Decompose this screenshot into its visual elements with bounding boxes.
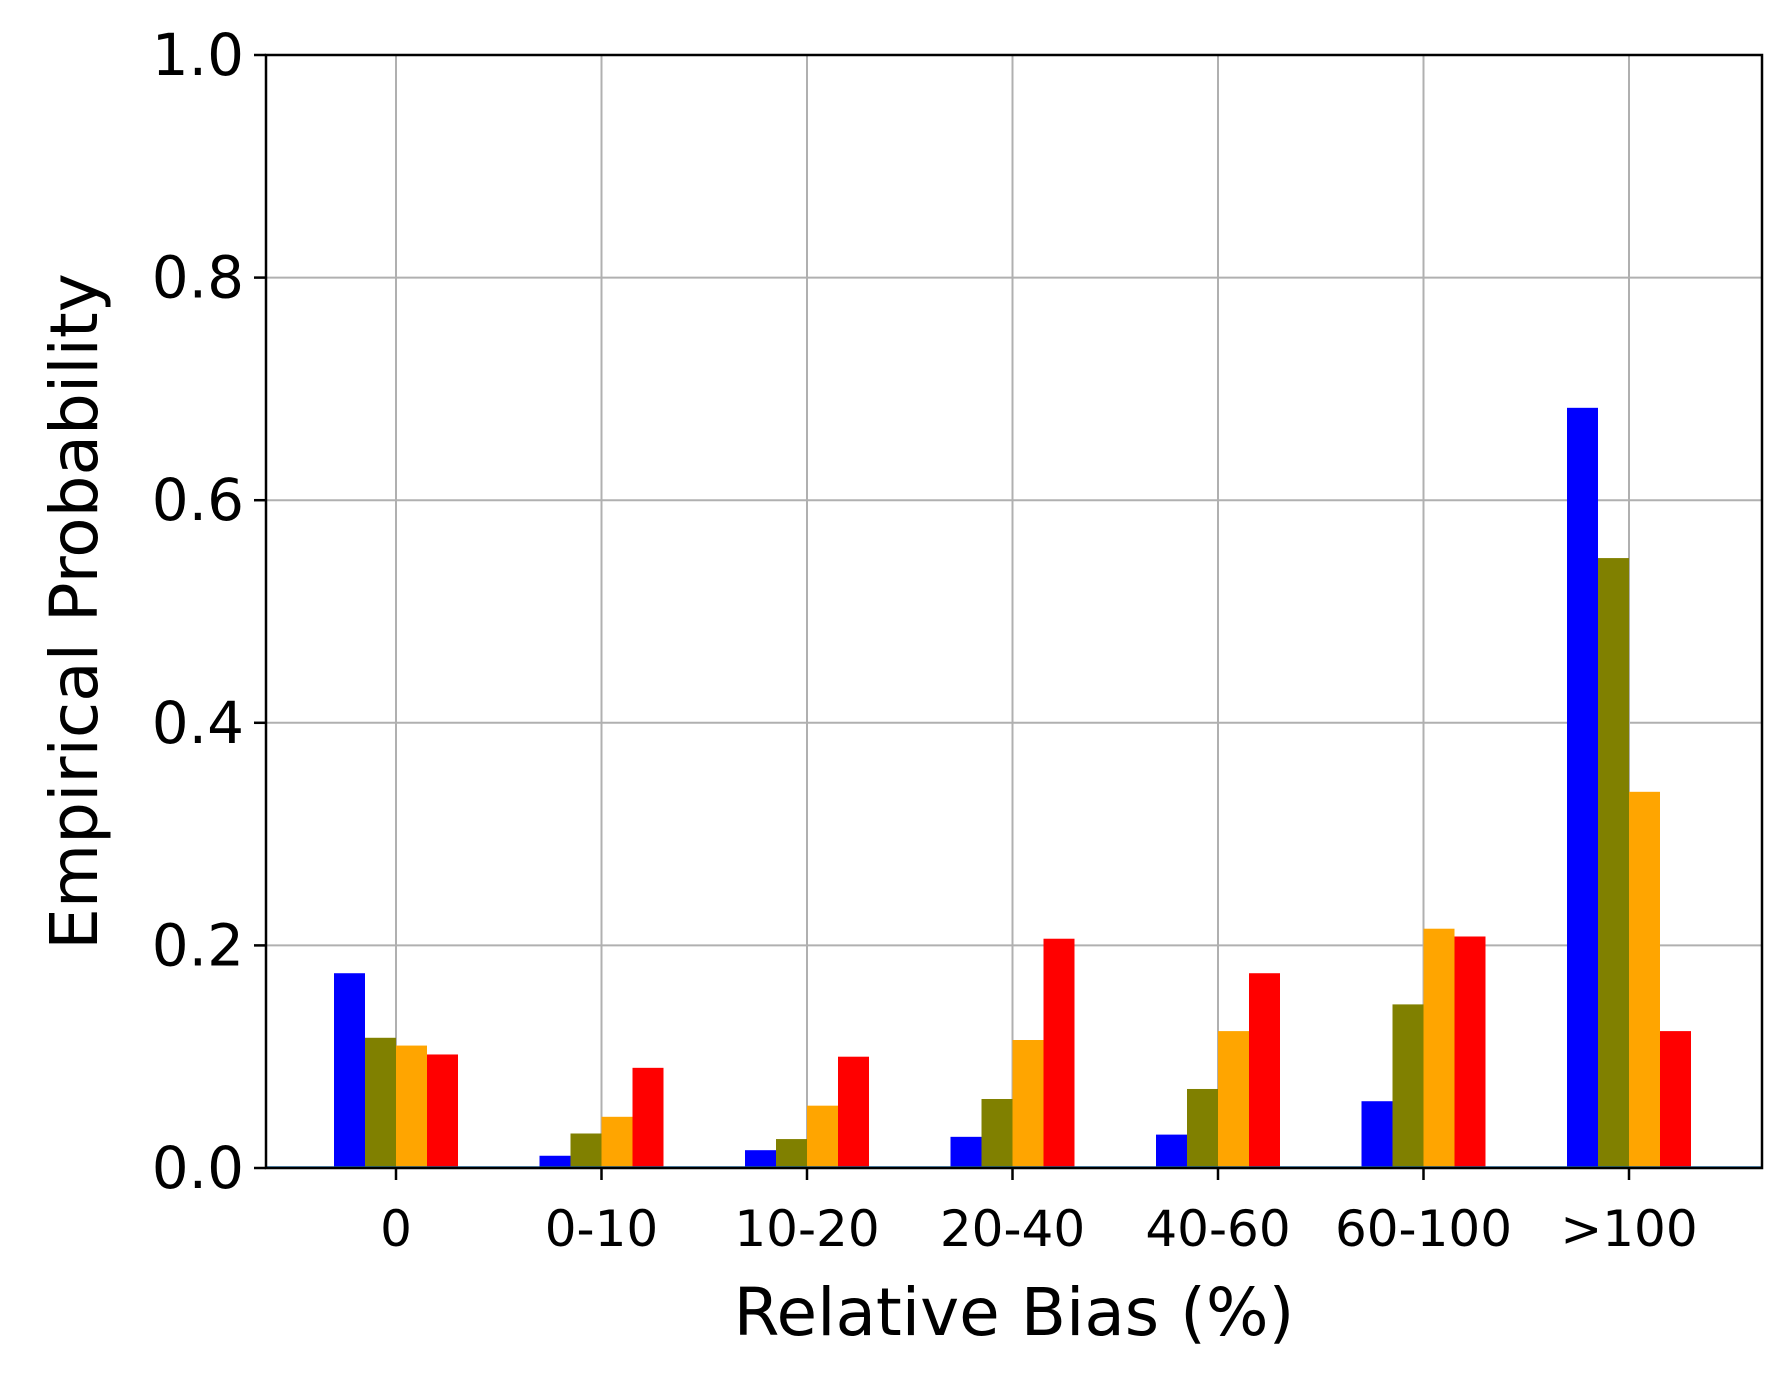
x-tick-label: >100 xyxy=(1560,1200,1697,1258)
bar xyxy=(1218,1031,1249,1168)
bar xyxy=(1043,938,1075,1168)
y-tick-label: 0.2 xyxy=(152,911,244,979)
bar xyxy=(334,973,365,1168)
bar xyxy=(1392,1004,1424,1168)
x-tick-label: 0-10 xyxy=(545,1200,658,1258)
bar xyxy=(365,1037,396,1168)
grid-lines xyxy=(266,54,1762,1169)
x-tick-label: 20-40 xyxy=(940,1200,1085,1258)
y-tick-label: 0.8 xyxy=(152,244,244,312)
y-axis-ticks: 0.0 0.2 0.4 0.6 0.8 1.0 xyxy=(152,21,266,1202)
bar xyxy=(776,1139,807,1168)
x-axis-ticks: 0 0-10 10-20 20-40 40-60 60-100 >100 xyxy=(380,1168,1698,1258)
bar xyxy=(1187,1088,1218,1168)
bar xyxy=(1598,558,1629,1168)
bar xyxy=(1012,1040,1044,1168)
y-tick-label: 1.0 xyxy=(152,21,244,89)
bar xyxy=(1156,1134,1187,1168)
bar xyxy=(1423,928,1455,1168)
bar xyxy=(396,1045,427,1168)
bar xyxy=(1249,973,1280,1168)
bar xyxy=(427,1054,458,1168)
bar xyxy=(1361,1101,1393,1168)
bar xyxy=(601,1116,633,1168)
bar xyxy=(1454,936,1486,1168)
bars xyxy=(266,407,1762,1168)
x-tick-label: 10-20 xyxy=(734,1200,879,1258)
bar xyxy=(1629,791,1660,1168)
bar xyxy=(950,1136,982,1168)
bar xyxy=(1567,407,1598,1168)
bar xyxy=(1660,1031,1691,1168)
x-tick-label: 40-60 xyxy=(1145,1200,1290,1258)
y-axis-title: Empirical Probability xyxy=(36,273,113,950)
bar xyxy=(807,1105,838,1168)
plot-frame xyxy=(264,53,1764,1170)
axes xyxy=(264,53,1764,1170)
y-tick-label: 0.4 xyxy=(152,689,244,757)
bar xyxy=(632,1067,664,1168)
bar xyxy=(570,1133,602,1168)
y-tick-label: 0.0 xyxy=(152,1134,244,1202)
bar xyxy=(838,1056,869,1168)
x-tick-label: 0 xyxy=(380,1200,412,1258)
bar xyxy=(539,1155,571,1168)
bar xyxy=(745,1150,776,1168)
x-axis-title: Relative Bias (%) xyxy=(734,1274,1295,1351)
bar xyxy=(981,1098,1013,1168)
x-tick-label: 60-100 xyxy=(1335,1200,1512,1258)
y-tick-label: 0.6 xyxy=(152,466,244,534)
